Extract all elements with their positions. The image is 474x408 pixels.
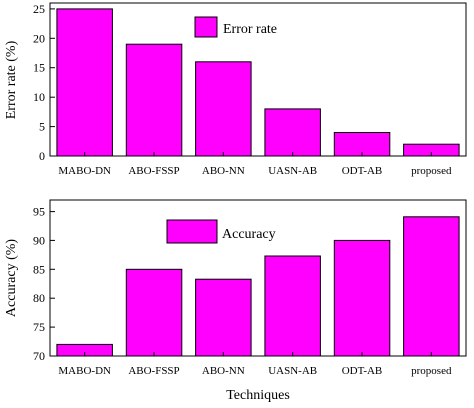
x-tick-label: ABO-NN xyxy=(202,365,245,377)
bar-uasn-ab xyxy=(264,108,321,157)
bar-uasn-ab xyxy=(264,255,321,357)
x-tick-label: proposed xyxy=(411,165,452,177)
bar-abo-fssp xyxy=(125,268,183,357)
y-tick-label: 25 xyxy=(33,2,45,16)
bar-proposed xyxy=(403,216,460,357)
y-axis-title: Error rate (%) xyxy=(4,40,19,119)
chart-error-rate: 0 5 10 15 20 25 MABO-DN ABO-FSSP ABO-NN UASN-AB O… xyxy=(4,2,467,177)
chart-accuracy: 70 75 80 85 90 95 MABO-DN ABO-FSSP ABO-NN UASN-A… xyxy=(4,199,467,403)
legend-label: Accuracy xyxy=(222,227,276,242)
x-tick-label: MABO-DN xyxy=(58,165,111,177)
bars xyxy=(56,8,460,157)
plot-frame xyxy=(49,199,467,357)
y-tick-label: 10 xyxy=(33,90,45,104)
y-ticks: 70 75 80 85 90 95 xyxy=(33,205,55,363)
bars xyxy=(56,216,460,357)
plot-frame xyxy=(49,2,467,157)
bar-abo-nn xyxy=(195,278,252,357)
x-tick-label: proposed xyxy=(411,365,452,377)
y-tick-label: 20 xyxy=(33,31,45,45)
x-axis-title: Techniques xyxy=(226,388,290,403)
y-tick-label: 70 xyxy=(33,349,45,363)
x-tick-label: ABO-NN xyxy=(202,165,245,177)
x-tick-label: UASN-AB xyxy=(268,365,317,377)
x-ticks: MABO-DN ABO-FSSP ABO-NN UASN-AB ODT-AB propos… xyxy=(58,352,452,377)
bar-mabo-dn xyxy=(56,8,113,157)
legend-swatch xyxy=(166,219,218,244)
y-tick-label: 85 xyxy=(33,262,45,276)
bar-abo-nn xyxy=(195,61,252,157)
y-axis-title: Accuracy (%) xyxy=(4,239,19,317)
y-ticks: 0 5 10 15 20 25 xyxy=(33,2,55,163)
y-tick-label: 0 xyxy=(39,149,45,163)
legend-label: Error rate xyxy=(223,22,277,37)
y-tick-label: 80 xyxy=(33,291,45,305)
x-tick-label: MABO-DN xyxy=(58,365,111,377)
y-tick-label: 95 xyxy=(33,205,45,219)
y-tick-label: 5 xyxy=(39,120,45,134)
bar-odt-ab xyxy=(333,239,391,357)
x-ticks: MABO-DN ABO-FSSP ABO-NN UASN-AB ODT-AB propos… xyxy=(58,152,452,177)
bar-abo-fssp xyxy=(125,43,183,157)
y-tick-label: 90 xyxy=(33,233,45,247)
y-tick-label: 75 xyxy=(33,320,45,334)
x-tick-label: ODT-AB xyxy=(342,365,383,377)
x-tick-label: ODT-AB xyxy=(342,165,383,177)
legend-swatch xyxy=(194,16,218,38)
x-tick-label: UASN-AB xyxy=(268,165,317,177)
x-tick-label: ABO-FSSP xyxy=(128,165,179,177)
y-tick-label: 15 xyxy=(33,61,45,75)
x-tick-label: ABO-FSSP xyxy=(128,365,179,377)
